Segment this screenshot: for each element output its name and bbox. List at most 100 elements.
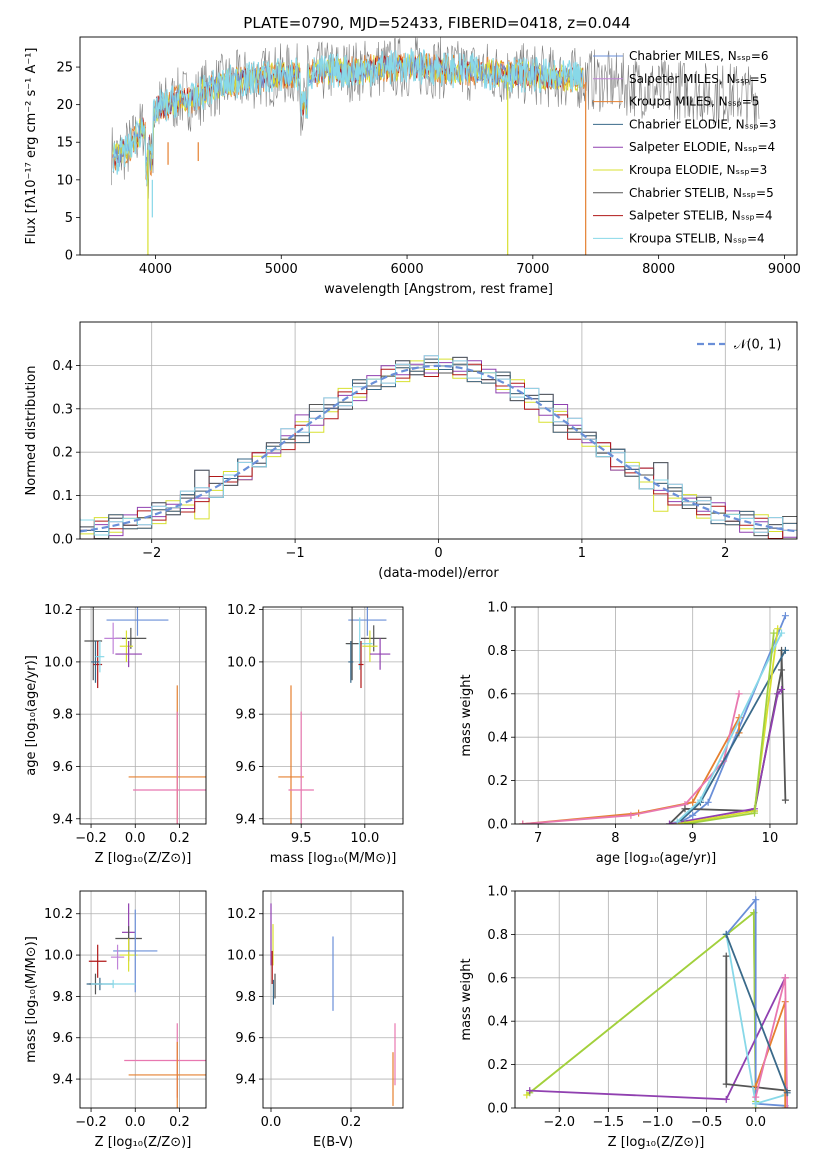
mass-weight-marker xyxy=(770,629,778,637)
x-tick-label: 6000 xyxy=(391,262,424,277)
y-axis-label: Flux [fλ10⁻¹⁷ erg cm⁻² s⁻¹ A⁻¹] xyxy=(24,48,39,245)
age-vs-mass-plot-area xyxy=(278,607,391,824)
y-tick-label: 10.2 xyxy=(44,603,73,618)
mass-weight-vs-age-plot-area xyxy=(519,612,789,824)
y-tick-label: 0.6 xyxy=(487,687,508,702)
y-tick-label: 9.4 xyxy=(52,812,73,827)
y-tick-label: 0.4 xyxy=(52,359,73,374)
mass-weight-marker xyxy=(681,805,689,813)
y-tick-label: 9.6 xyxy=(235,1031,256,1046)
mass-weight-marker xyxy=(519,820,527,824)
mass-weight-marker xyxy=(781,1104,789,1108)
axes-frame xyxy=(79,606,207,825)
y-axis-label: Normed distribution xyxy=(24,366,39,496)
mass-weight-marker xyxy=(781,796,789,804)
axes-frame xyxy=(514,606,798,825)
axes-frame xyxy=(79,890,207,1109)
y-tick-label: 10.2 xyxy=(44,907,73,922)
x-tick-label: 9.5 xyxy=(291,831,312,846)
legend-label: Chabrier STELIB, Nₛₛₚ=5 xyxy=(629,186,774,200)
mass-weight-marker xyxy=(526,1087,534,1095)
axes-frame xyxy=(79,36,798,256)
axes-frame xyxy=(514,890,798,1109)
x-tick-label: −0.2 xyxy=(75,831,107,846)
x-tick-label: −0.2 xyxy=(75,1115,107,1130)
x-tick-label: 2 xyxy=(721,546,729,561)
axes-frame xyxy=(262,606,404,825)
legend-label: Salpeter ELODIE, Nₛₛₚ=4 xyxy=(629,140,775,154)
y-tick-label: 0.2 xyxy=(52,446,73,461)
figure-title: PLATE=0790, MJD=52433, FIBERID=0418, z=0… xyxy=(243,14,630,32)
y-tick-label: 10 xyxy=(56,173,73,188)
y-tick-label: 9.6 xyxy=(235,760,256,775)
mass-weight-marker xyxy=(751,809,759,817)
y-tick-label: 0.2 xyxy=(487,774,508,789)
mass-weight-marker xyxy=(673,818,681,824)
y-tick-label: 10.0 xyxy=(44,655,73,670)
y-tick-label: 5 xyxy=(65,211,73,226)
mass-weight-marker xyxy=(704,798,712,806)
panel-mass-weight-vs-age: 7 8 9 10 0.0 0.2 0.4 0.6 0.8 1.0 age [log₁₀(age/yr… xyxy=(459,601,798,866)
y-tick-label: 10.2 xyxy=(227,603,256,618)
panel-age-vs-mass: 9.5 10.0 9.4 9.6 9.8 10.0 10.2 mass [log₁₀(M/M⊙… xyxy=(227,603,404,866)
x-tick-label: 9000 xyxy=(768,262,801,277)
y-tick-label: 9.4 xyxy=(235,812,256,827)
legend-label: Kroupa ELODIE, Nₛₛₚ=3 xyxy=(629,163,767,177)
y-tick-label: 0.8 xyxy=(487,928,508,943)
y-tick-label: 9.8 xyxy=(235,708,256,723)
x-tick-label: 4000 xyxy=(139,262,172,277)
x-tick-label: −2.0 xyxy=(543,1115,575,1130)
mass-weight-marker xyxy=(774,625,782,633)
mass-weight-marker xyxy=(627,811,635,819)
x-tick-label: 7000 xyxy=(516,262,549,277)
mass-weight-marker xyxy=(722,1080,730,1088)
x-tick-label: −0.5 xyxy=(691,1115,723,1130)
y-tick-label: 15 xyxy=(56,136,73,151)
x-axis-label: age [log₁₀(age/yr)] xyxy=(596,851,717,866)
x-tick-label: 10.0 xyxy=(350,831,379,846)
y-tick-label: 9.4 xyxy=(235,1073,256,1088)
panel-mass-vs-EBV: 0.0 0.2 9.4 9.6 9.8 10.0 10.2 E(B-V) xyxy=(227,890,404,1150)
mass-weight-marker xyxy=(752,1100,760,1108)
mass-weight-marker xyxy=(735,690,743,698)
y-tick-label: 0.0 xyxy=(487,818,508,833)
legend-label: Salpeter STELIB, Nₛₛₚ=4 xyxy=(629,209,773,223)
x-tick-label: 5000 xyxy=(265,262,298,277)
y-tick-label: 0.3 xyxy=(52,402,73,417)
mass-weight-marker xyxy=(783,1104,791,1108)
x-axis-label: (data-model)/error xyxy=(378,566,499,581)
y-tick-label: 9.6 xyxy=(52,760,73,775)
mass-weight-marker xyxy=(752,1093,760,1101)
y-tick-label: 0.4 xyxy=(487,1015,508,1030)
mass-weight-marker xyxy=(778,685,786,693)
mass-weight-marker xyxy=(774,690,782,698)
y-tick-label: 9.8 xyxy=(52,990,73,1005)
mass-weight-marker xyxy=(722,952,730,960)
y-tick-label: 0.2 xyxy=(487,1058,508,1073)
y-tick-label: 0.4 xyxy=(487,731,508,746)
spectrum-line xyxy=(112,48,584,185)
y-tick-label: 10.0 xyxy=(227,655,256,670)
y-tick-label: 0.8 xyxy=(487,644,508,659)
x-tick-label: 1 xyxy=(578,546,586,561)
mass-weight-marker xyxy=(781,974,789,982)
x-tick-label: 0.0 xyxy=(745,1115,766,1130)
mass-weight-marker xyxy=(778,666,786,674)
x-tick-label: −1.0 xyxy=(642,1115,674,1130)
mass-weight-marker xyxy=(689,798,697,806)
mass-weight-marker xyxy=(696,796,704,804)
mass-weight-line xyxy=(669,688,783,824)
legend-label: 𝒩(0, 1) xyxy=(734,338,781,353)
residual-plot-area xyxy=(80,355,797,539)
x-axis-label: Z [log₁₀(Z/Z⊙)] xyxy=(95,851,192,866)
y-tick-label: 0.0 xyxy=(487,1102,508,1117)
legend-label: Kroupa STELIB, Nₛₛₚ=4 xyxy=(629,231,765,245)
mass-weight-marker xyxy=(781,612,789,620)
y-axis-label: mass weight xyxy=(459,958,474,1040)
y-tick-label: 10.2 xyxy=(227,907,256,922)
x-tick-label: 10 xyxy=(762,831,779,846)
x-axis-label: wavelength [Angstrom, rest frame] xyxy=(324,282,553,297)
legend-label: Salpeter MILES, Nₛₛₚ=5 xyxy=(629,72,767,86)
y-tick-label: 0 xyxy=(65,249,73,264)
